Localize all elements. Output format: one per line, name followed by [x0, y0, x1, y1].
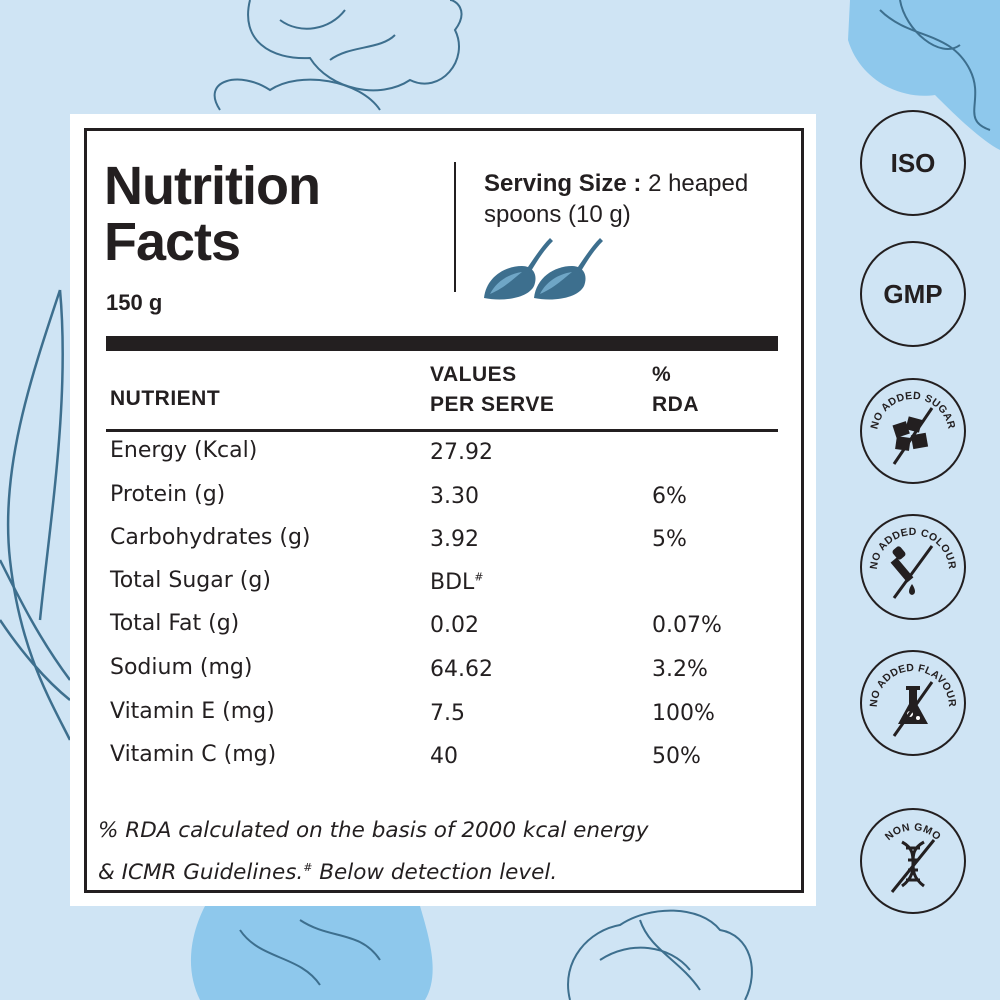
footnote-line1: % RDA calculated on the basis of 2000 kc… [98, 818, 649, 843]
nutrient-value: 3.92 [430, 527, 479, 552]
serving-size-label: Serving Size : [484, 170, 642, 197]
nutrient-name: Carbohydrates (g) [110, 525, 311, 550]
spoon-icon [484, 238, 603, 300]
nutrient-value: 40 [430, 744, 458, 769]
dna-icon [900, 840, 925, 887]
table-row: Total Sugar (g) BDL# [110, 568, 770, 608]
footnote-mark: # [474, 570, 484, 584]
strike-line [892, 406, 933, 465]
header-values-line1: VALUES [430, 363, 517, 386]
nutrient-rda: 6% [652, 484, 687, 509]
nutrient-rda: 50% [652, 744, 701, 769]
nutrient-name: Vitamin C (mg) [110, 742, 277, 767]
nutrient-value: 27.92 [430, 440, 493, 465]
table-row: Sodium (mg) 64.62 3.2% [110, 655, 770, 695]
nutrient-rda: 0.07% [652, 613, 722, 638]
non-gmo-badge: NON GMO [860, 808, 966, 914]
strike-line [892, 680, 933, 737]
header-rda-line2: RDA [652, 393, 699, 416]
nutrient-value: 0.02 [430, 613, 479, 638]
nutrient-name: Protein (g) [110, 482, 226, 507]
header-rda: % RDA [652, 360, 699, 420]
table-row: Vitamin E (mg) 7.5 100% [110, 699, 770, 739]
rose-bottom-center-icon [190, 906, 433, 1000]
footnote-line2-mark: # [303, 861, 313, 874]
nutrient-value: 3.30 [430, 484, 479, 509]
table-row: Energy (Kcal) 27.92 [110, 438, 770, 478]
nutrient-rda: 5% [652, 527, 687, 552]
svg-text:NO ADDED COLOUR: NO ADDED COLOUR [867, 525, 957, 569]
leaf-left-icon [0, 289, 72, 741]
nutrient-name: Vitamin E (mg) [110, 699, 275, 724]
header-nutrient: NUTRIENT [110, 387, 221, 410]
nutrient-name: Total Sugar (g) [110, 568, 271, 593]
header-values: VALUES PER SERVE [430, 360, 554, 420]
gmp-badge: GMP [860, 241, 966, 347]
iso-badge: ISO [860, 110, 966, 216]
header-values-line2: PER SERVE [430, 393, 555, 416]
header-rule [106, 429, 778, 432]
no-added-colour-badge: NO ADDED COLOUR [860, 514, 966, 620]
nutrient-value: BDL# [430, 570, 484, 595]
no-added-flavour-badge: NO ADDED FLAVOUR [860, 650, 966, 756]
nutrient-name: Total Fat (g) [110, 611, 240, 636]
page-title: Nutrition Facts [104, 156, 321, 272]
rose-top-center-icon [213, 0, 463, 111]
header-bar [106, 336, 778, 351]
net-weight: 150 g [106, 290, 163, 315]
non-gmo-text: NON GMO [882, 821, 942, 843]
nutrient-value: 7.5 [430, 701, 465, 726]
nutrient-rda: 3.2% [652, 657, 708, 682]
table-row: Protein (g) 3.30 6% [110, 482, 770, 522]
iso-badge-label: ISO [890, 147, 936, 178]
strike-line [890, 838, 935, 893]
nutrition-panel [70, 114, 816, 906]
gmp-badge-label: GMP [883, 278, 943, 309]
serving-size: Serving Size : 2 heaped spoons (10 g) [484, 168, 794, 230]
rose-top-right-icon [848, 0, 1000, 150]
no-added-colour-text: NO ADDED COLOUR [867, 525, 957, 569]
strike-line [892, 544, 933, 599]
footnote-line2-b: Below detection level. [312, 860, 558, 886]
table-row: Vitamin C (mg) 40 50% [110, 742, 770, 782]
svg-text:NON GMO: NON GMO [882, 821, 942, 843]
nutrient-rda: 100% [652, 701, 715, 726]
rda-footnote: % RDA calculated on the basis of 2000 kc… [98, 812, 798, 891]
dropper-icon [890, 545, 915, 595]
table-row: Total Fat (g) 0.02 0.07% [110, 611, 770, 651]
nutrient-value-text: BDL [430, 570, 475, 595]
table-row: Carbohydrates (g) 3.92 5% [110, 525, 770, 565]
footnote-line2-a: & ICMR Guidelines. [98, 860, 304, 886]
footnote-line2: & ICMR Guidelines.# Below detection leve… [98, 849, 798, 891]
nutrient-value: 64.62 [430, 657, 493, 682]
header-rda-line1: % [652, 363, 672, 386]
nutrient-name: Energy (Kcal) [110, 438, 258, 463]
nutrient-name: Sodium (mg) [110, 655, 253, 680]
serving-size-value: 2 heaped spoons (10 g) [484, 170, 749, 228]
no-added-sugar-badge: NO ADDED SUGAR [860, 378, 966, 484]
header-divider [454, 162, 456, 292]
nutrition-panel-border [84, 128, 804, 893]
rose-bottom-right-icon [567, 909, 753, 1000]
